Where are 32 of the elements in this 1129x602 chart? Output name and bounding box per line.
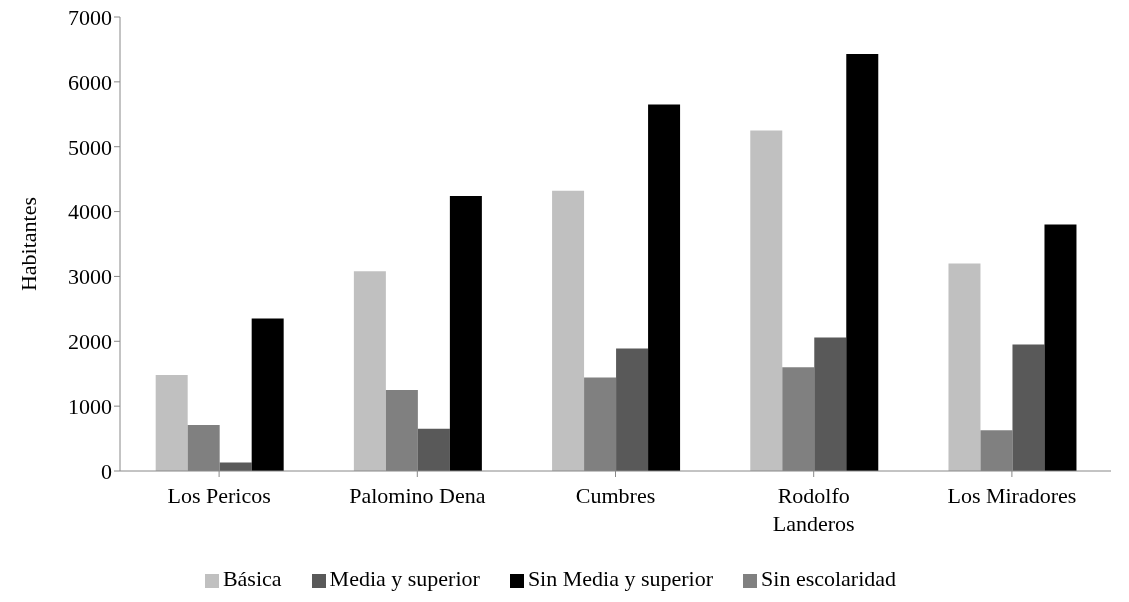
legend-label: Media y superior: [329, 566, 480, 591]
bar: [948, 263, 981, 471]
bar: [1044, 224, 1077, 471]
x-tick-label: Rodolfo Landeros: [772, 483, 855, 536]
y-tick-label: 7000: [68, 4, 112, 30]
bar: [750, 130, 783, 471]
legend-label: Sin Media y superior: [527, 566, 714, 591]
y-tick-label: 4000: [68, 199, 112, 225]
bar: [1012, 344, 1045, 471]
x-tick-label: Cumbres: [575, 483, 656, 508]
legend-label: Básica: [222, 566, 282, 591]
bar: [616, 348, 649, 471]
y-tick-label: 2000: [68, 329, 112, 355]
bar: [417, 428, 450, 471]
bar: [155, 375, 188, 471]
x-tick-label: Palomino Dena: [349, 483, 486, 508]
legend-label: Sin escolaridad: [761, 566, 897, 591]
y-axis-title: Habitantes: [15, 196, 41, 292]
bar: [251, 318, 284, 471]
y-tick-label: 5000: [68, 134, 112, 160]
bar: [814, 337, 847, 471]
x-tick-label: Los Pericos: [167, 483, 271, 508]
bar: [353, 271, 386, 471]
y-tick-label: 3000: [68, 264, 112, 290]
y-tick-label: 0: [101, 458, 112, 484]
y-tick-label: 1000: [68, 393, 112, 419]
x-tick-label: Los Miradores: [947, 483, 1077, 508]
y-tick-label: 6000: [68, 69, 112, 95]
bar: [846, 53, 879, 471]
bar: [552, 190, 585, 471]
bar: [648, 104, 681, 471]
bar: [449, 196, 482, 471]
